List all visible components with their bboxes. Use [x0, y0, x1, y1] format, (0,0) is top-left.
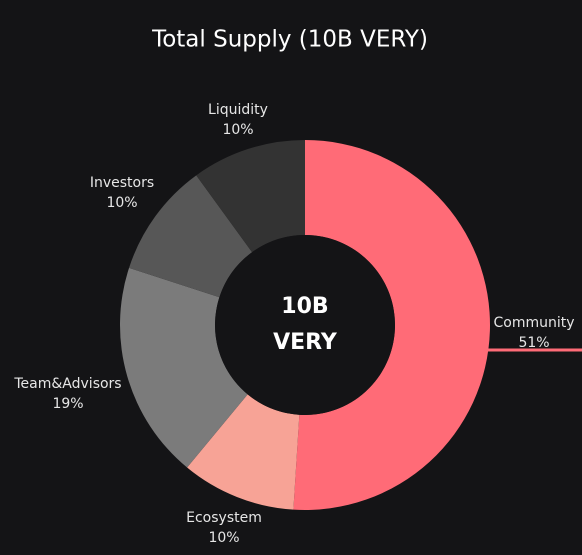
segment-value-label: 51% — [518, 335, 549, 351]
segment-label: Investors — [90, 175, 154, 191]
segment-label: Team&Advisors — [13, 376, 121, 392]
chart-title: Total Supply (10B VERY) — [151, 27, 428, 53]
center-label: 10B — [281, 294, 328, 319]
donut-segment — [119, 267, 248, 468]
segment-label: Liquidity — [208, 102, 268, 118]
donut-segment — [293, 140, 490, 510]
segment-label: Ecosystem — [186, 510, 262, 526]
segment-value-label: 19% — [52, 396, 83, 412]
segment-label: Community — [493, 315, 574, 331]
donut-segment — [187, 394, 300, 510]
donut-hole — [215, 235, 395, 415]
donut-segment — [129, 175, 253, 298]
donut-segment — [196, 140, 305, 253]
center-label: VERY — [273, 330, 338, 355]
segment-value-label: 10% — [106, 195, 137, 211]
segment-value-label: 10% — [222, 122, 253, 138]
segment-value-label: 10% — [208, 530, 239, 546]
